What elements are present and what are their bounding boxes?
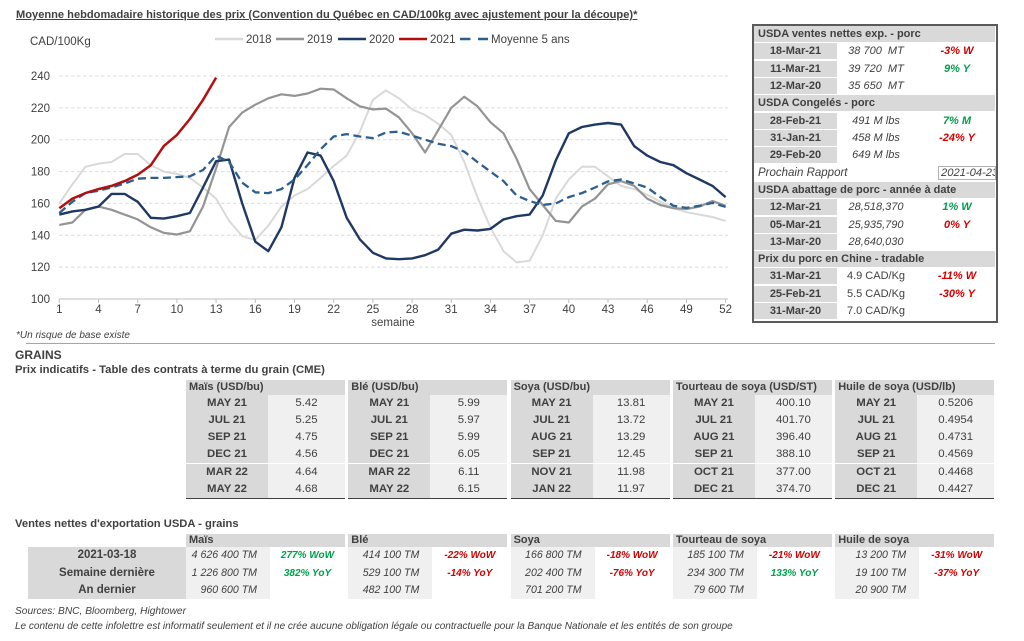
svg-text:semaine: semaine [371, 317, 414, 329]
svg-text:10: 10 [171, 304, 184, 316]
svg-text:46: 46 [641, 304, 654, 316]
svg-text:16: 16 [249, 304, 262, 316]
svg-text:Moyenne 5 ans: Moyenne 5 ans [491, 34, 570, 46]
svg-text:160: 160 [31, 198, 50, 210]
svg-text:120: 120 [31, 262, 50, 274]
svg-text:28: 28 [406, 304, 419, 316]
svg-text:2020: 2020 [369, 34, 395, 46]
svg-text:200: 200 [31, 135, 50, 147]
svg-text:140: 140 [31, 230, 50, 242]
svg-text:25: 25 [367, 304, 380, 316]
svg-text:180: 180 [31, 167, 50, 179]
svg-text:34: 34 [484, 304, 497, 316]
svg-text:2021: 2021 [430, 34, 456, 46]
svg-text:22: 22 [327, 304, 340, 316]
svg-text:240: 240 [31, 71, 50, 83]
svg-text:4: 4 [95, 304, 102, 316]
svg-text:2019: 2019 [307, 34, 333, 46]
svg-text:52: 52 [719, 304, 732, 316]
svg-text:100: 100 [31, 294, 50, 306]
svg-text:CAD/100Kg: CAD/100Kg [30, 36, 91, 48]
svg-text:49: 49 [680, 304, 693, 316]
svg-text:2018: 2018 [246, 34, 272, 46]
svg-text:13: 13 [210, 304, 223, 316]
svg-text:7: 7 [134, 304, 140, 316]
svg-text:37: 37 [523, 304, 536, 316]
svg-text:19: 19 [288, 304, 301, 316]
svg-text:220: 220 [31, 103, 50, 115]
svg-text:1: 1 [56, 304, 62, 316]
svg-text:43: 43 [602, 304, 615, 316]
svg-text:31: 31 [445, 304, 458, 316]
svg-text:40: 40 [562, 304, 575, 316]
